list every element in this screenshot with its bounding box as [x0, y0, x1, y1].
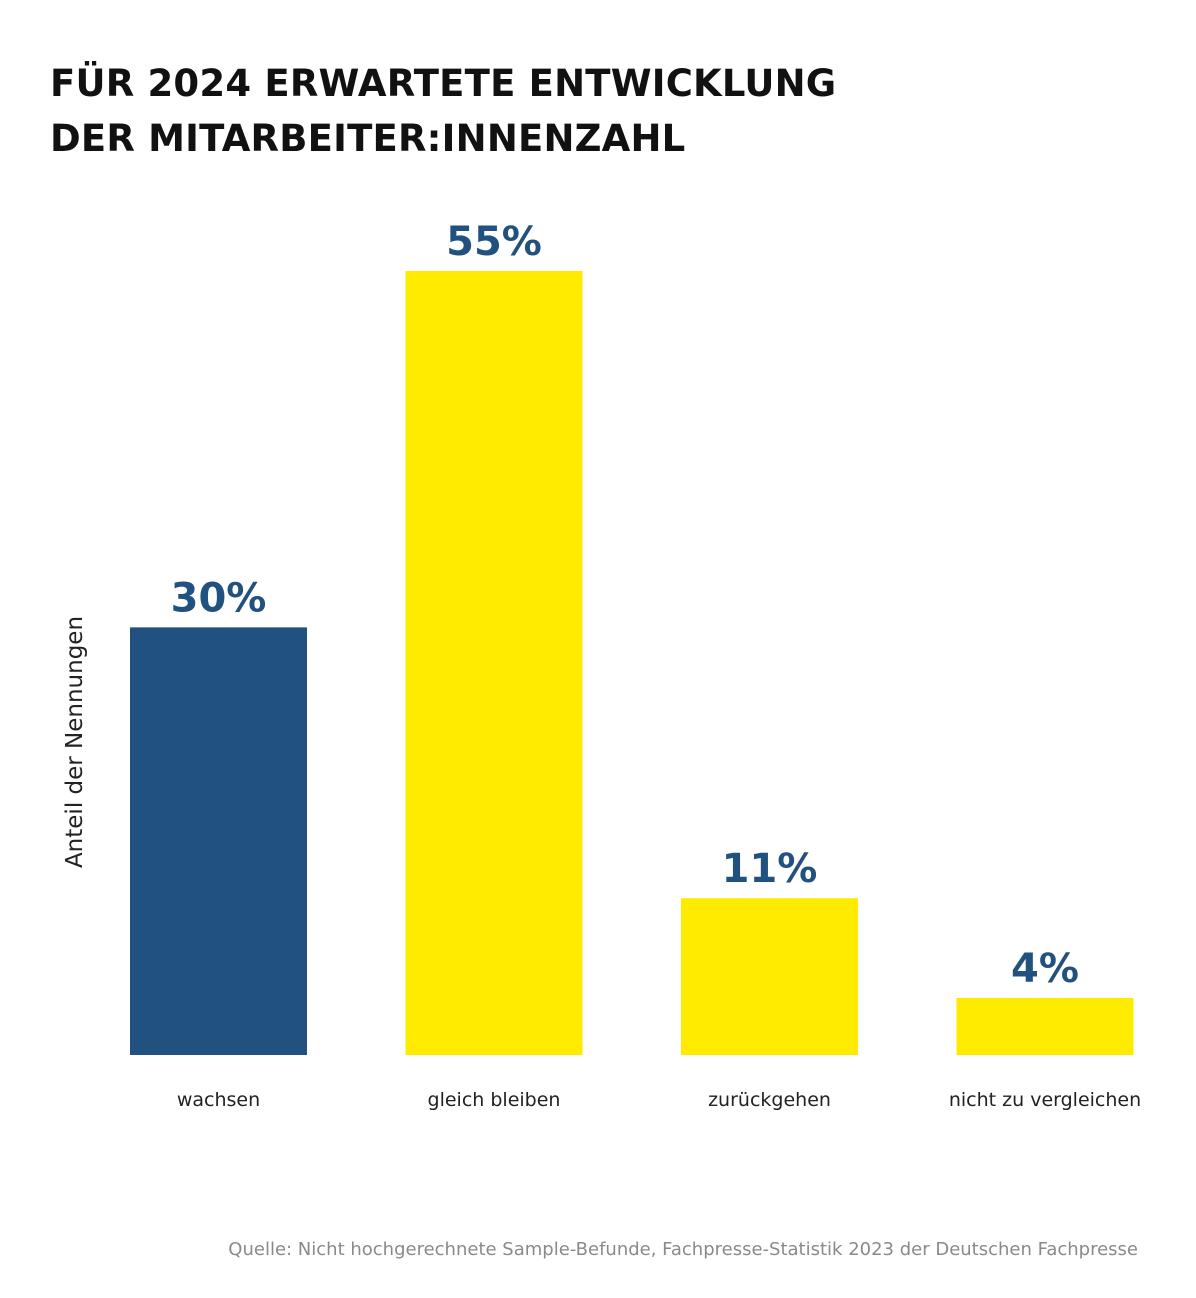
y-axis-label: Anteil der Nennungen: [62, 616, 88, 868]
value-label-1: 55%: [446, 219, 542, 265]
category-label-1: gleich bleiben: [428, 1089, 561, 1111]
value-label-0: 30%: [171, 575, 267, 621]
category-label-3: nicht zu vergleichen: [949, 1089, 1141, 1111]
chart-title-line-2: DER MITARBEITER:INNENZAHL: [50, 117, 686, 160]
bar-1: [405, 271, 583, 1055]
value-label-2: 11%: [722, 846, 818, 892]
bar-0: [130, 627, 307, 1055]
category-label-2: zurückgehen: [708, 1089, 831, 1111]
chart-title-line-1: FÜR 2024 ERWARTETE ENTWICKLUNG: [50, 62, 837, 105]
value-label-3: 4%: [1011, 946, 1079, 992]
chart-title: FÜR 2024 ERWARTETE ENTWICKLUNG DER MITAR…: [50, 56, 836, 166]
bar-2: [681, 898, 858, 1055]
bars-group: 30% wachsen 55% gleich bleiben 11% zurückgehe…: [130, 219, 1141, 1111]
bar-3: [956, 997, 1134, 1055]
category-label-0: wachsen: [177, 1089, 260, 1111]
source-note: Quelle: Nicht hochgerechnete Sample-Befu…: [228, 1239, 1138, 1260]
